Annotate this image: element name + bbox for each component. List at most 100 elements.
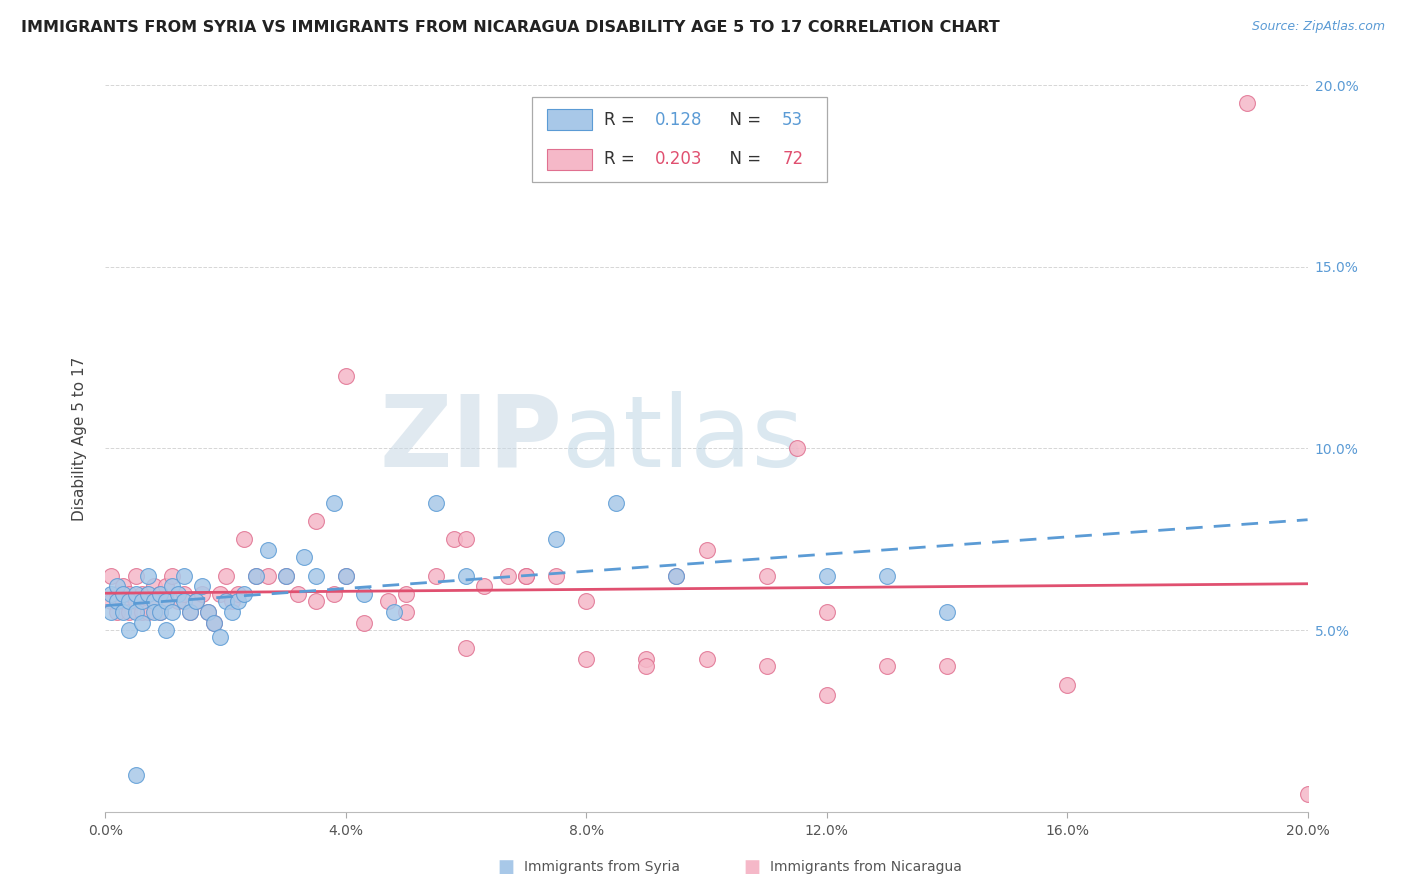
Point bbox=[118, 594, 141, 608]
Text: ZIP: ZIP bbox=[380, 391, 562, 488]
Point bbox=[197, 605, 219, 619]
Text: R =: R = bbox=[605, 150, 640, 169]
Point bbox=[124, 568, 146, 582]
Point bbox=[575, 652, 598, 666]
Point bbox=[124, 594, 146, 608]
Point bbox=[155, 594, 177, 608]
Point bbox=[131, 594, 153, 608]
Point bbox=[166, 587, 188, 601]
Point bbox=[335, 368, 357, 383]
Point bbox=[173, 594, 195, 608]
Text: 0.128: 0.128 bbox=[655, 111, 703, 128]
Point bbox=[815, 568, 838, 582]
Point bbox=[148, 605, 170, 619]
Point bbox=[142, 594, 165, 608]
Point bbox=[155, 623, 177, 637]
Point bbox=[353, 587, 375, 601]
Point bbox=[107, 587, 129, 601]
Point bbox=[142, 605, 165, 619]
Point bbox=[160, 605, 183, 619]
Point bbox=[107, 594, 129, 608]
Point bbox=[1236, 96, 1258, 111]
Point bbox=[496, 568, 519, 582]
Point bbox=[221, 605, 243, 619]
Point bbox=[232, 533, 254, 547]
Point bbox=[876, 568, 898, 582]
Point bbox=[107, 579, 129, 593]
Point bbox=[232, 587, 254, 601]
Point bbox=[382, 605, 405, 619]
Point bbox=[815, 689, 838, 703]
Point bbox=[136, 587, 159, 601]
Point bbox=[936, 659, 959, 673]
Point bbox=[179, 605, 201, 619]
Point bbox=[515, 568, 537, 582]
FancyBboxPatch shape bbox=[533, 96, 827, 182]
Point bbox=[454, 533, 477, 547]
Point bbox=[696, 652, 718, 666]
Point bbox=[335, 568, 357, 582]
Point bbox=[148, 587, 170, 601]
Point bbox=[546, 533, 568, 547]
Point bbox=[184, 594, 207, 608]
Point bbox=[305, 594, 328, 608]
Point bbox=[173, 568, 195, 582]
Point bbox=[636, 652, 658, 666]
Text: N =: N = bbox=[718, 150, 766, 169]
Point bbox=[131, 615, 153, 630]
Point bbox=[322, 587, 344, 601]
Point bbox=[100, 568, 122, 582]
Point bbox=[160, 568, 183, 582]
Point bbox=[353, 615, 375, 630]
Point bbox=[335, 568, 357, 582]
Point bbox=[515, 568, 537, 582]
Point bbox=[124, 605, 146, 619]
Point bbox=[148, 587, 170, 601]
Point bbox=[876, 659, 898, 673]
Point bbox=[131, 605, 153, 619]
Point bbox=[214, 568, 236, 582]
Text: ■: ■ bbox=[498, 858, 515, 876]
FancyBboxPatch shape bbox=[547, 110, 592, 130]
Point bbox=[208, 587, 231, 601]
Point bbox=[245, 568, 267, 582]
Point bbox=[118, 605, 141, 619]
Point bbox=[305, 568, 328, 582]
Point bbox=[786, 442, 808, 456]
Point bbox=[696, 543, 718, 558]
Point bbox=[287, 587, 309, 601]
Point bbox=[1296, 787, 1319, 801]
FancyBboxPatch shape bbox=[547, 149, 592, 169]
Point bbox=[148, 605, 170, 619]
Point bbox=[221, 594, 243, 608]
Y-axis label: Disability Age 5 to 17: Disability Age 5 to 17 bbox=[72, 357, 87, 522]
Point bbox=[184, 594, 207, 608]
Point bbox=[454, 641, 477, 656]
Point bbox=[173, 587, 195, 601]
Point bbox=[214, 594, 236, 608]
Point bbox=[245, 568, 267, 582]
Point bbox=[155, 594, 177, 608]
Point bbox=[112, 587, 135, 601]
Point bbox=[208, 630, 231, 644]
Point bbox=[815, 605, 838, 619]
Point bbox=[395, 587, 418, 601]
Text: Immigrants from Syria: Immigrants from Syria bbox=[524, 860, 681, 874]
Point bbox=[665, 568, 688, 582]
Point bbox=[155, 579, 177, 593]
Point bbox=[142, 594, 165, 608]
Text: 0.203: 0.203 bbox=[655, 150, 703, 169]
Point bbox=[425, 496, 447, 510]
Point bbox=[226, 594, 249, 608]
Point bbox=[472, 579, 495, 593]
Point bbox=[124, 768, 146, 782]
Point bbox=[100, 594, 122, 608]
Point bbox=[322, 496, 344, 510]
Point bbox=[131, 587, 153, 601]
Point bbox=[107, 605, 129, 619]
Point bbox=[665, 568, 688, 582]
Point bbox=[755, 659, 778, 673]
Point bbox=[112, 594, 135, 608]
Text: atlas: atlas bbox=[562, 391, 804, 488]
Text: IMMIGRANTS FROM SYRIA VS IMMIGRANTS FROM NICARAGUA DISABILITY AGE 5 TO 17 CORREL: IMMIGRANTS FROM SYRIA VS IMMIGRANTS FROM… bbox=[21, 20, 1000, 35]
